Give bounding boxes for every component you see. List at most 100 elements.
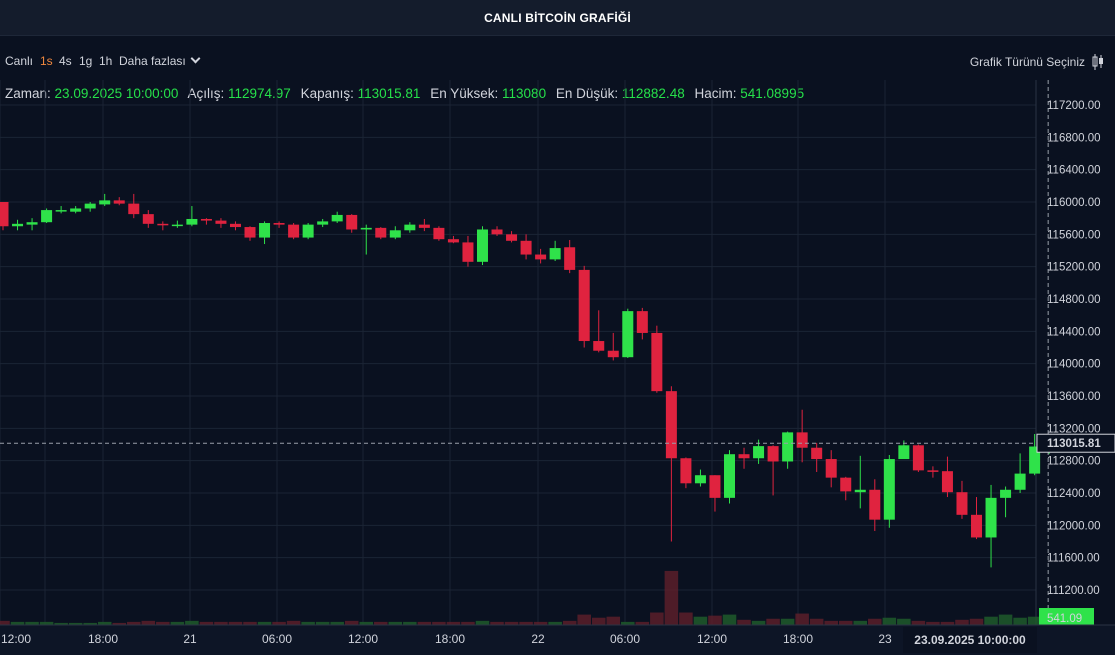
ohlc-legend: Zaman: 23.09.2025 10:00:00 Açılış: 11297… xyxy=(5,86,810,101)
candle-down xyxy=(956,492,968,515)
volume-bar xyxy=(417,621,432,625)
volume-bar xyxy=(257,621,272,625)
volume-bar xyxy=(897,618,911,625)
y-axis-tick-label: 114000.00 xyxy=(1047,359,1101,371)
volume-bar xyxy=(403,621,417,625)
volume-bar xyxy=(591,617,606,625)
candle-up xyxy=(782,432,794,462)
volume-bar xyxy=(185,620,199,625)
candle-up xyxy=(331,214,343,222)
more-timeframes-dropdown[interactable]: Daha fazlası xyxy=(119,53,201,68)
volume-bar xyxy=(97,621,112,625)
volume-bar xyxy=(83,622,97,625)
y-axis-tick-label: 111200.00 xyxy=(1047,585,1100,597)
open-label: Açılış: xyxy=(187,86,225,101)
candle-up xyxy=(898,445,910,460)
chevron-down-icon xyxy=(190,53,201,64)
volume-tag-label: 541.09 xyxy=(1047,613,1082,625)
candlestick-icon xyxy=(1092,54,1103,70)
volume-bar xyxy=(926,621,940,625)
volume-bar xyxy=(25,621,39,625)
y-axis-tick-label: 112400.00 xyxy=(1047,488,1101,500)
volume-bar xyxy=(955,619,969,625)
volume-bar xyxy=(984,616,998,625)
candle-up xyxy=(84,203,96,209)
candle-up xyxy=(99,200,111,205)
candle-down xyxy=(520,240,532,255)
candle-down xyxy=(375,227,387,238)
candle-up xyxy=(186,218,198,225)
volume-bar xyxy=(606,616,621,625)
candle-up xyxy=(302,224,314,238)
candle-down xyxy=(651,332,663,392)
chart-type-label: Grafik Türünü Seçiniz xyxy=(969,55,1085,69)
volume-bar xyxy=(39,621,54,625)
live-button[interactable]: Canlı xyxy=(5,54,34,68)
candlestick-chart[interactable]: 117200.00 116800.00 116400.00 116000.00 1156… xyxy=(0,80,1115,655)
crosshair-time-label: 23.09.2025 10:00:00 xyxy=(914,633,1026,647)
candle-up xyxy=(171,224,183,227)
y-axis-tick-label: 116800.00 xyxy=(1047,132,1101,144)
candle-down xyxy=(157,223,169,226)
volume-bar xyxy=(708,615,722,625)
high-label: En Yüksek: xyxy=(430,86,499,101)
close-label: Kapanış: xyxy=(300,86,354,101)
candle-up xyxy=(753,446,765,459)
candle-down xyxy=(288,224,300,238)
volume-bar xyxy=(809,618,824,625)
timeframe-1h[interactable]: 1h xyxy=(99,54,113,68)
low-value: 112882.48 xyxy=(621,86,685,101)
candle-down xyxy=(491,229,503,235)
chart-type-selector[interactable]: Grafik Türünü Seçiniz xyxy=(970,53,1105,71)
x-axis-tick-label: 18:00 xyxy=(88,632,118,646)
page-title: CANLI BİTCOİN GRAFİĞİ xyxy=(484,11,631,25)
candle-down xyxy=(709,475,721,498)
volume-bar xyxy=(635,621,650,625)
volume-bar xyxy=(0,620,10,625)
candle-down xyxy=(636,311,648,333)
candle-up xyxy=(12,223,24,227)
volume-bar xyxy=(679,612,693,625)
y-axis-tick-label: 116000.00 xyxy=(1047,197,1101,209)
candle-down xyxy=(113,200,125,204)
candle-down xyxy=(564,247,576,270)
candle-down xyxy=(200,218,212,221)
volume-bar xyxy=(548,621,562,625)
candle-up xyxy=(360,227,372,230)
volume-bar xyxy=(68,622,83,625)
candle-up xyxy=(41,210,53,223)
candle-down xyxy=(811,447,823,460)
more-label: Daha fazlası xyxy=(119,54,186,68)
volume-bar xyxy=(911,620,926,625)
candle-up xyxy=(1014,473,1026,490)
candle-up xyxy=(694,475,706,484)
volume-bar xyxy=(170,621,185,625)
timeframe-1g[interactable]: 1g xyxy=(79,54,93,68)
candle-down xyxy=(273,223,285,225)
high-value: 113080 xyxy=(502,86,547,101)
open-value: 112974.97 xyxy=(227,86,291,101)
volume-bar xyxy=(780,618,795,625)
timeframe-1s[interactable]: 1s xyxy=(40,54,53,68)
volume-bar xyxy=(504,621,519,625)
volume-bar xyxy=(838,620,853,625)
x-axis-tick-label: 23 xyxy=(878,632,892,646)
volume-bar xyxy=(112,622,127,625)
volume-tag xyxy=(1039,608,1094,626)
title-bar: CANLI BİTCOİN GRAFİĞİ xyxy=(0,0,1115,36)
candle-up xyxy=(854,489,866,493)
close-value: 113015.81 xyxy=(357,86,421,101)
volume-bar xyxy=(432,621,446,625)
volume-bar xyxy=(243,621,257,625)
candle-down xyxy=(142,214,154,224)
x-axis-tick-label: 21 xyxy=(183,632,197,646)
volume-label: Hacim: xyxy=(694,86,737,101)
candle-down xyxy=(433,227,445,240)
x-axis-tick-label: 06:00 xyxy=(262,632,292,646)
volume-bar xyxy=(766,618,780,625)
x-axis-tick-label: 12:00 xyxy=(1,632,31,646)
volume-bar xyxy=(998,614,1013,625)
candle-down xyxy=(128,203,140,215)
timeframe-4s[interactable]: 4s xyxy=(59,54,72,68)
y-axis-tick-label: 114400.00 xyxy=(1047,326,1101,338)
